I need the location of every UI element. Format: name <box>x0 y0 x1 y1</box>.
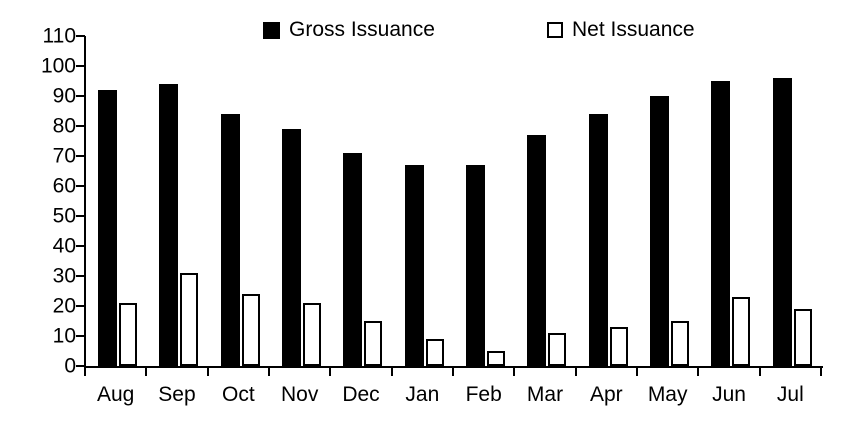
y-tick-label: 20 <box>52 294 76 318</box>
y-tick-label: 40 <box>52 234 76 258</box>
legend-item-gross-issuance: Gross Issuance <box>263 19 435 41</box>
x-category-label-jan: Jan <box>405 383 440 406</box>
y-tick-label: 50 <box>52 204 76 228</box>
x-category-label-may: May <box>647 383 688 406</box>
bar-gross-jul <box>773 78 792 366</box>
x-tick <box>390 368 393 376</box>
x-category-label-jun: Jun <box>712 383 746 406</box>
legend-label-net-issuance: Net Issuance <box>572 18 695 41</box>
bar-gross-jan <box>405 165 424 366</box>
legend-hollow-square-icon <box>547 22 563 38</box>
x-category-label-jul: Jul <box>776 383 804 406</box>
y-tick-label: 10 <box>52 324 76 348</box>
bar-net-jun <box>732 297 750 366</box>
y-tick-label: 70 <box>52 144 76 168</box>
y-tick <box>76 125 85 127</box>
x-tick <box>329 368 332 376</box>
bar-net-sep <box>180 273 198 366</box>
x-category-label-aug: Aug <box>96 383 135 406</box>
bar-gross-may <box>650 96 669 366</box>
bar-gross-nov <box>282 129 301 366</box>
y-tick-label: 0 <box>64 354 76 378</box>
bar-gross-oct <box>221 114 240 366</box>
y-axis-line <box>84 36 86 368</box>
x-tick <box>84 368 86 376</box>
y-tick <box>76 65 85 67</box>
y-tick-label: 30 <box>52 264 76 288</box>
x-tick <box>820 368 822 376</box>
bar-net-jul <box>794 309 812 366</box>
x-category-label-nov: Nov <box>280 383 319 406</box>
legend-filled-square-icon <box>263 21 280 39</box>
x-tick <box>452 368 454 376</box>
legend-item-net-issuance: Net Issuance <box>547 19 695 41</box>
x-tick <box>268 368 270 376</box>
bar-net-aug <box>119 303 137 366</box>
bar-net-jan <box>426 339 444 366</box>
x-category-label-dec: Dec <box>342 383 380 406</box>
y-tick-label: 110 <box>42 24 76 48</box>
y-tick <box>76 95 85 97</box>
y-tick <box>76 35 85 37</box>
x-tick <box>574 368 577 376</box>
bar-gross-aug <box>98 90 117 366</box>
bar-net-mar <box>548 333 566 366</box>
y-tick-label: 90 <box>52 84 76 108</box>
x-category-label-oct: Oct <box>221 383 255 406</box>
bar-net-oct <box>242 294 260 366</box>
y-tick <box>76 245 85 247</box>
bar-gross-feb <box>466 165 485 366</box>
y-tick <box>76 335 85 337</box>
bar-gross-jun <box>711 81 730 366</box>
y-tick <box>76 365 85 367</box>
bar-net-may <box>671 321 689 366</box>
x-category-label-sep: Sep <box>158 383 196 406</box>
x-tick <box>636 368 638 376</box>
y-tick <box>76 215 85 217</box>
y-tick <box>76 155 85 157</box>
bar-net-dec <box>364 321 382 366</box>
x-tick <box>206 368 209 376</box>
bar-gross-sep <box>159 84 178 366</box>
x-category-label-apr: Apr <box>589 383 623 406</box>
bar-net-feb <box>487 351 505 366</box>
x-tick <box>145 368 148 376</box>
legend-label-gross-issuance: Gross Issuance <box>289 18 435 41</box>
y-tick <box>76 305 85 307</box>
x-category-label-mar: Mar <box>526 383 564 406</box>
bar-gross-mar <box>527 135 546 366</box>
y-tick-label: 100 <box>40 54 76 78</box>
bar-gross-dec <box>343 153 362 366</box>
x-axis-line <box>84 366 823 368</box>
x-tick <box>758 368 761 376</box>
x-category-label-feb: Feb <box>465 383 502 406</box>
y-tick <box>76 275 85 277</box>
bar-net-apr <box>610 327 628 366</box>
x-tick <box>697 368 700 376</box>
y-tick <box>76 185 85 187</box>
bar-gross-apr <box>589 114 608 366</box>
x-tick <box>513 368 516 376</box>
y-tick-label: 80 <box>52 114 76 138</box>
bar-net-nov <box>303 303 321 366</box>
y-tick-label: 60 <box>52 174 76 198</box>
